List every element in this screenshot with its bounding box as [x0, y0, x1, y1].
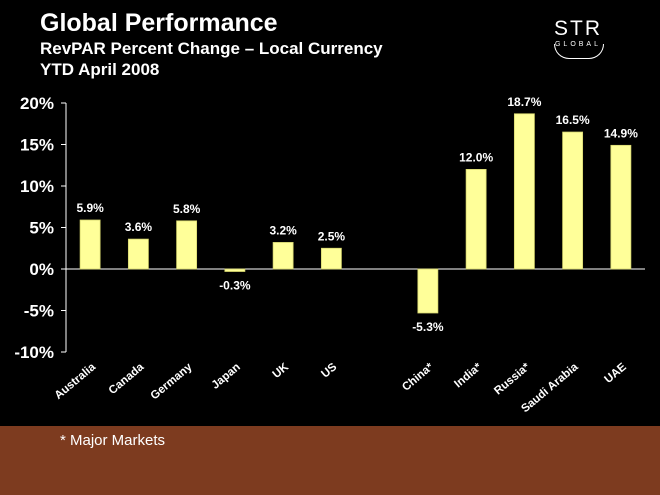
- x-tick-label: China*: [400, 361, 436, 394]
- y-tick-label: 5%: [29, 219, 54, 238]
- bar: [610, 144, 632, 270]
- y-tick-label: 15%: [20, 136, 54, 155]
- bar: [465, 168, 487, 270]
- str-global-logo: STR GLOBAL: [548, 17, 608, 59]
- y-tick-label: 10%: [20, 177, 54, 196]
- bar: [417, 268, 439, 314]
- data-label: 3.2%: [269, 223, 297, 237]
- data-label: -0.3%: [219, 278, 251, 292]
- bar: [176, 220, 198, 270]
- y-tick-label: -5%: [24, 302, 54, 321]
- bar: [562, 131, 584, 270]
- bar-chart: 20% 15% 10% 5% 0% -5% -10% 5.9% Australia 3.6% Can…: [14, 94, 645, 415]
- x-tick-label: Canada: [107, 361, 147, 397]
- x-tick-label: Russia*: [492, 361, 532, 398]
- bar: [79, 219, 101, 270]
- data-label: 14.9%: [604, 126, 638, 140]
- x-tick-label: Japan: [210, 361, 243, 392]
- data-label: 16.5%: [556, 113, 590, 127]
- bar: [272, 242, 294, 270]
- chart-title: Global Performance: [40, 9, 278, 37]
- x-tick-label: UAE: [602, 361, 629, 386]
- y-tick-label: 20%: [20, 94, 54, 113]
- data-label: 18.7%: [507, 95, 541, 109]
- y-tick-label: -10%: [14, 343, 54, 362]
- y-tick-label: 0%: [29, 260, 54, 279]
- bar: [224, 268, 246, 272]
- x-tick-label: India*: [452, 361, 484, 391]
- logo-main-text: STR: [554, 17, 602, 40]
- footnote: * Major Markets: [60, 432, 166, 449]
- data-label: -5.3%: [412, 320, 444, 334]
- data-label: 12.0%: [459, 150, 493, 164]
- data-label: 3.6%: [125, 220, 153, 234]
- chart-subtitle: RevPAR Percent Change – Local Currency: [40, 39, 383, 58]
- chart-period: YTD April 2008: [40, 60, 160, 79]
- x-tick-label: Australia: [53, 361, 99, 402]
- title-block: Global Performance RevPAR Percent Change…: [40, 8, 383, 80]
- data-label: 5.9%: [76, 201, 104, 215]
- x-tick-label: UK: [271, 361, 292, 381]
- data-label: 5.8%: [173, 202, 201, 216]
- footer-band: * Major Markets: [0, 426, 660, 495]
- x-tick-label: US: [319, 361, 339, 381]
- bar: [127, 238, 149, 270]
- bar: [513, 113, 535, 270]
- data-label: 2.5%: [318, 229, 346, 243]
- x-tick-label: Germany: [149, 361, 195, 403]
- bar: [320, 247, 342, 270]
